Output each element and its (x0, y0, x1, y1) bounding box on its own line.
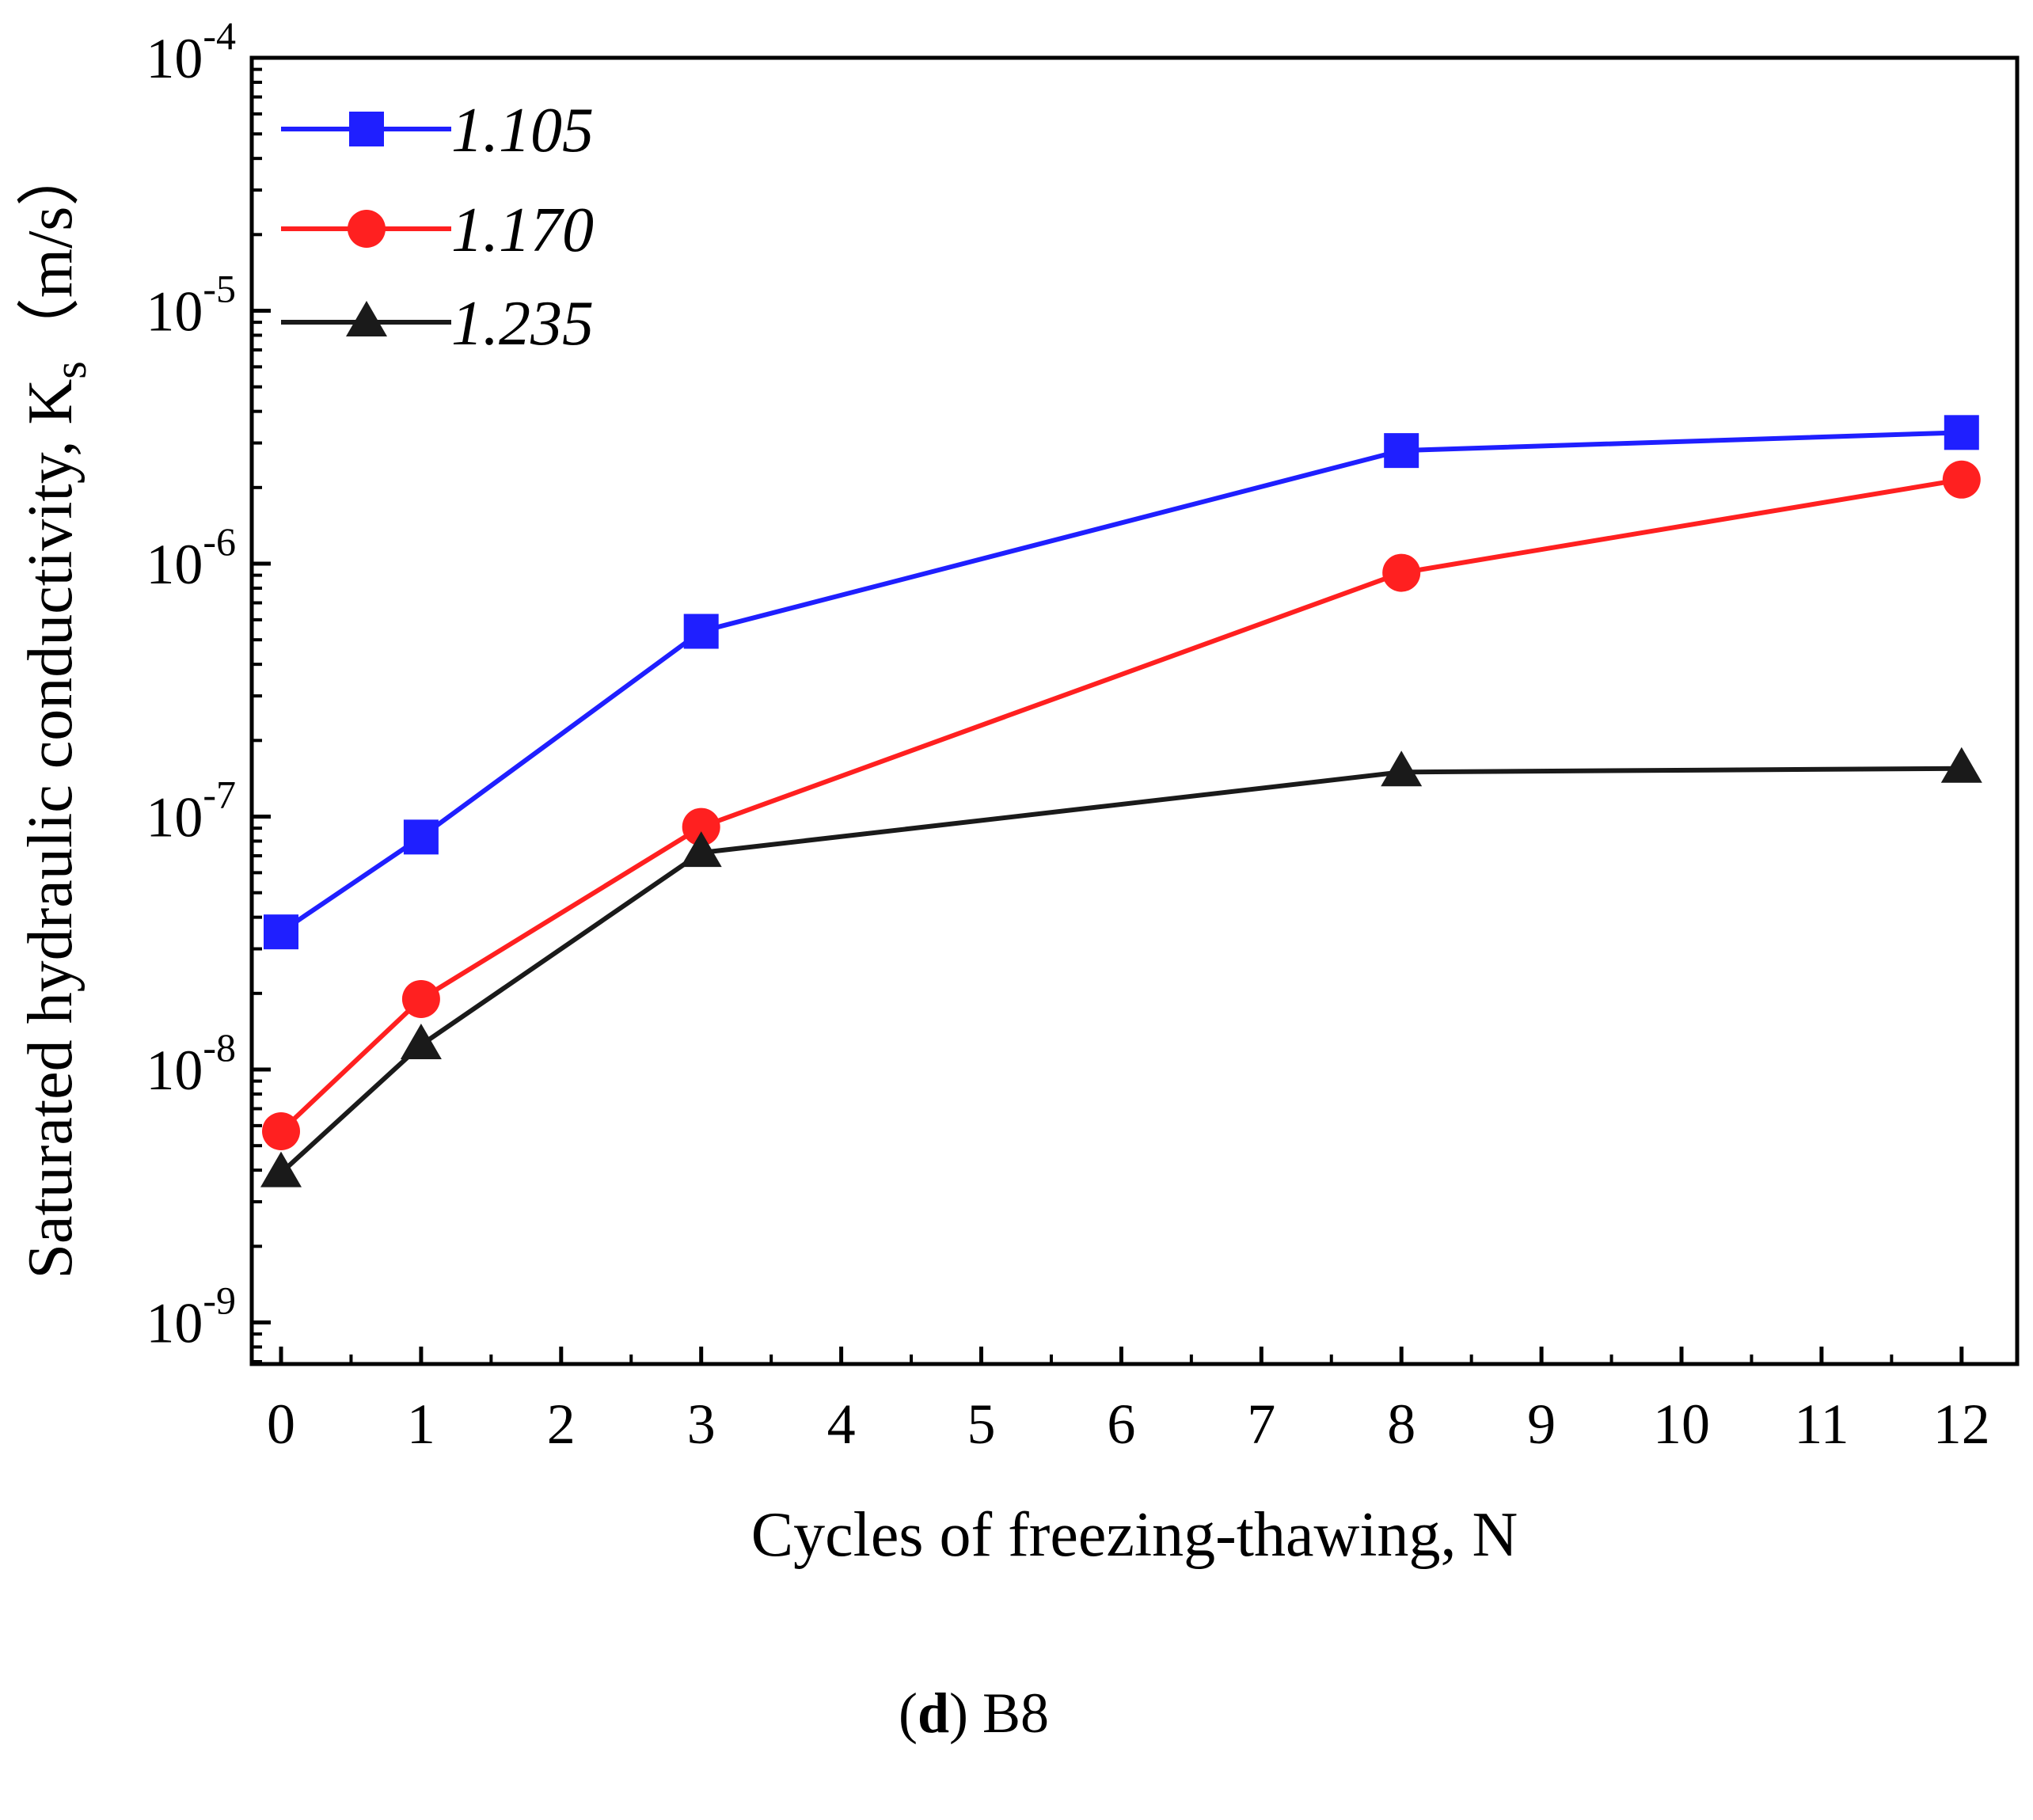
y-tick-label: 10-7 (146, 773, 236, 849)
figure-caption: (d) B8 (899, 1681, 1049, 1745)
y-tick-label: 10-8 (146, 1025, 236, 1102)
y-tick-label: 10-6 (146, 519, 236, 596)
data-point-square (1384, 433, 1419, 469)
data-point-circle (401, 979, 440, 1018)
x-tick-label: 12 (1933, 1393, 1990, 1456)
data-point-circle (1382, 553, 1421, 592)
x-tick-label: 0 (267, 1393, 295, 1456)
data-point-circle (262, 1111, 300, 1150)
y-minor-ticks (252, 67, 262, 1363)
data-point-square (264, 914, 298, 950)
data-point-triangle (1381, 750, 1423, 787)
legend-marker-3 (346, 301, 387, 336)
x-tick-label: 3 (687, 1393, 716, 1456)
y-tick-label: 10-9 (146, 1279, 236, 1355)
data-point-square (1944, 415, 1979, 450)
data-point-triangle (400, 1024, 442, 1060)
x-ticks: 0 1 2 3 4 5 6 7 8 9 10 11 12 (267, 1347, 1990, 1456)
x-tick-label: 10 (1653, 1393, 1710, 1456)
plot-frame (249, 55, 2020, 1366)
x-tick-label: 9 (1527, 1393, 1556, 1456)
x-tick-label: 4 (827, 1393, 856, 1456)
y-tick-label: 10-5 (146, 267, 236, 344)
data-point-triangle (680, 831, 722, 868)
series-line-1 (279, 430, 1962, 934)
x-tick-label: 11 (1794, 1393, 1849, 1456)
x-tick-label: 5 (967, 1393, 996, 1456)
x-tick-label: 6 (1107, 1393, 1135, 1456)
legend-label-2: 1.170 (451, 196, 594, 265)
data-point-circle (1942, 460, 1981, 499)
x-axis-title: Cycles of freezing-thawing, N (751, 1500, 1518, 1570)
data-point-triangle (260, 1151, 302, 1187)
x-tick-label: 8 (1387, 1393, 1416, 1456)
data-point-square (683, 614, 719, 649)
legend-label-3: 1.235 (451, 289, 594, 359)
series-line-3 (279, 766, 1962, 1175)
legend-marker-1 (349, 112, 384, 146)
x-tick-label: 2 (547, 1393, 576, 1456)
data-point-triangle (1940, 747, 1982, 783)
x-tick-label: 1 (407, 1393, 435, 1456)
y-axis-title: Saturated hydraulic conductivity, Ks（m/s… (16, 143, 96, 1279)
legend-label-1: 1.105 (451, 96, 594, 165)
y-ticks: 10-9 10-8 10-7 10-6 10-5 10-4 (146, 13, 271, 1355)
data-point-circle (682, 807, 720, 846)
y-tick-label: 10-4 (146, 13, 236, 90)
legend-marker-2 (348, 210, 386, 248)
series-layer (260, 415, 1982, 1187)
x-tick-label: 7 (1247, 1393, 1275, 1456)
legend: 1.105 1.170 1.235 (281, 96, 594, 359)
data-point-square (403, 819, 439, 855)
